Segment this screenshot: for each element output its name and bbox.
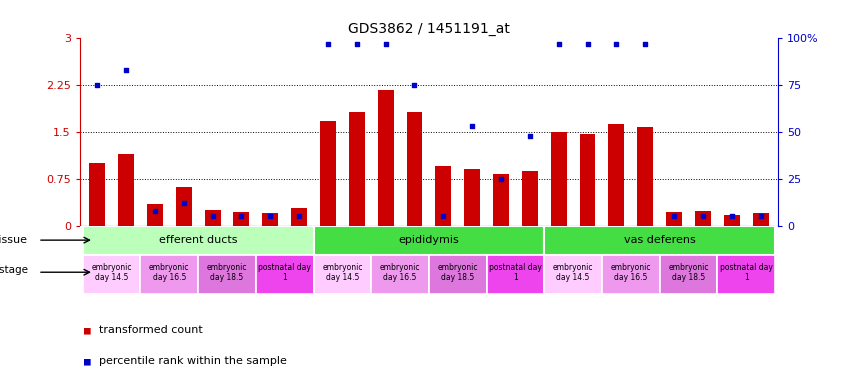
Bar (436, 166, 452, 226)
Point (350, 41, 363, 47)
Bar (291, 208, 307, 226)
Bar (717, 255, 775, 294)
Bar (256, 255, 314, 294)
Point (725, 213, 738, 219)
Point (668, 213, 681, 219)
Text: epididymis: epididymis (399, 235, 459, 245)
Point (465, 123, 479, 129)
Text: tissue: tissue (0, 235, 28, 245)
Point (610, 41, 623, 47)
Bar (695, 211, 711, 226)
Text: embryonic
day 16.5: embryonic day 16.5 (611, 263, 651, 282)
Bar (551, 132, 567, 226)
Text: percentile rank within the sample: percentile rank within the sample (99, 356, 287, 366)
Point (581, 41, 595, 47)
Bar (147, 204, 163, 226)
Bar (724, 215, 740, 226)
Bar (262, 213, 278, 226)
Text: ■: ■ (84, 356, 98, 366)
Point (552, 41, 565, 47)
Bar (82, 255, 140, 294)
Point (523, 133, 537, 139)
Bar (666, 212, 682, 226)
Text: ■: ■ (84, 325, 98, 335)
Point (91, 82, 104, 88)
Bar (234, 212, 249, 226)
Point (321, 41, 335, 47)
Bar (204, 210, 220, 226)
Text: development stage: development stage (0, 265, 28, 275)
Text: embryonic
day 14.5: embryonic day 14.5 (92, 263, 132, 282)
Point (263, 213, 277, 219)
Text: embryonic
day 18.5: embryonic day 18.5 (669, 263, 709, 282)
Bar (371, 255, 429, 294)
Text: efferent ducts: efferent ducts (159, 235, 237, 245)
Bar (89, 163, 105, 226)
Point (638, 41, 652, 47)
Point (293, 213, 306, 219)
Bar (544, 226, 775, 255)
Bar (176, 187, 192, 226)
Text: postnatal day
1: postnatal day 1 (720, 263, 773, 282)
Point (754, 213, 767, 219)
Bar (487, 255, 544, 294)
Point (495, 176, 508, 182)
Bar (406, 112, 422, 226)
Bar (82, 226, 314, 255)
Bar (602, 255, 659, 294)
Title: GDS3862 / 1451191_at: GDS3862 / 1451191_at (348, 22, 510, 36)
Bar (349, 112, 365, 226)
Bar (314, 255, 371, 294)
Text: vas deferens: vas deferens (624, 235, 696, 245)
Text: postnatal day
1: postnatal day 1 (258, 263, 311, 282)
Bar (544, 255, 602, 294)
Point (235, 213, 248, 219)
Point (436, 213, 450, 219)
Text: embryonic
day 16.5: embryonic day 16.5 (149, 263, 189, 282)
Bar (522, 171, 537, 226)
Point (696, 213, 710, 219)
Bar (753, 213, 769, 226)
Point (408, 82, 421, 88)
Text: embryonic
day 14.5: embryonic day 14.5 (553, 263, 594, 282)
Bar (464, 169, 480, 226)
Point (177, 200, 190, 206)
Bar (429, 255, 487, 294)
Bar (659, 255, 717, 294)
Text: embryonic
day 16.5: embryonic day 16.5 (380, 263, 420, 282)
Point (119, 67, 133, 73)
Bar (637, 127, 653, 226)
Point (148, 208, 161, 214)
Point (379, 41, 393, 47)
Bar (140, 255, 198, 294)
Text: embryonic
day 14.5: embryonic day 14.5 (322, 263, 362, 282)
Bar (118, 154, 134, 226)
Bar (493, 174, 509, 226)
Bar (609, 124, 624, 226)
Text: postnatal day
1: postnatal day 1 (489, 263, 542, 282)
Bar (314, 226, 544, 255)
Bar (378, 89, 394, 226)
Bar (320, 121, 336, 226)
Text: embryonic
day 18.5: embryonic day 18.5 (207, 263, 247, 282)
Point (206, 213, 220, 219)
Text: embryonic
day 18.5: embryonic day 18.5 (437, 263, 478, 282)
Text: transformed count: transformed count (99, 325, 203, 335)
Bar (579, 134, 595, 226)
Bar (198, 255, 256, 294)
